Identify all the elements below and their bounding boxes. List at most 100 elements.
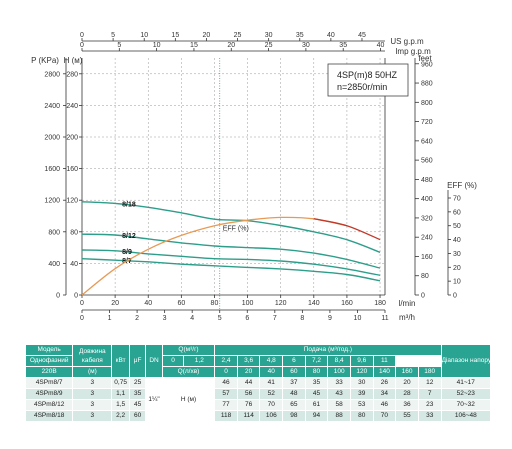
tick-label: 35 <box>339 42 347 49</box>
th-cable-unit: (м) <box>72 366 113 378</box>
cell-head: 114 <box>236 410 261 422</box>
tick-label: 9 <box>328 315 332 322</box>
right-axis-feet: feet 0 80 160 240 320 400 480 560 640 720 800 880 96… <box>384 54 433 300</box>
th-q-lmin: 40 <box>259 366 284 378</box>
th-flow: Подача (м³/год.) <box>214 344 442 356</box>
cell-head: 46 <box>214 377 238 389</box>
th-model-voltage: 220В <box>24 366 74 378</box>
cell-head: 55 <box>395 410 419 422</box>
curve-8-9 <box>81 249 381 276</box>
tick-label: 10 <box>153 42 161 49</box>
tick-label: 160 <box>341 300 353 307</box>
cell-dn: 1¼" <box>145 377 163 422</box>
cell-head: 43 <box>327 388 351 400</box>
cell-uf: 35 <box>128 388 147 400</box>
tick-label: 40 <box>144 300 152 307</box>
table-row: 4SPm8/12 3 1,5 45 77 76 70 65 61 58 53 46 36 23 70~32 <box>24 399 492 411</box>
tick-label: 4 <box>190 315 194 322</box>
cell-uf: 45 <box>128 399 147 411</box>
title-line-1: 4SP(m)8 50HZ <box>337 70 398 80</box>
tick-label: 0 <box>421 293 425 300</box>
cell-head: 44 <box>236 377 261 389</box>
cell-cable: 3 <box>72 399 113 411</box>
tick-label: 6 <box>245 315 249 322</box>
tick-label: 880 <box>421 81 433 88</box>
tick-label: 40 <box>327 32 335 39</box>
cell-head: 39 <box>349 388 374 400</box>
th-q2: Q(л/хв) <box>161 366 216 378</box>
left-axis-pressure-title: P (KPa) <box>31 56 59 65</box>
th-q-m3h: 2,4 <box>214 355 238 367</box>
tick-label: 0 <box>74 293 78 300</box>
tick-label: 480 <box>421 177 433 184</box>
cell-head: 26 <box>372 377 397 389</box>
cell-cable: 3 <box>72 377 113 389</box>
th-q-lmin: 120 <box>349 366 374 378</box>
th-model: Модель <box>24 344 74 356</box>
top-axis-us-gpm: 0 5 10 15 20 25 30 35 40 45 US g.p.m <box>80 32 424 46</box>
bottom-axis-m3h-title: m³/h <box>399 313 415 322</box>
cell-head: 48 <box>282 388 306 400</box>
cell-head: 37 <box>282 377 306 389</box>
cell-kw: 2,2 <box>111 410 130 422</box>
tick-label: 0 <box>80 315 84 322</box>
tick-label: 560 <box>421 158 433 165</box>
tick-label: 0 <box>56 293 60 300</box>
left-axis-head-title: H (м) <box>64 56 83 65</box>
cell-head: 35 <box>304 377 329 389</box>
cell-range: 52~23 <box>440 388 492 400</box>
left-axis-pressure: P (KPa) 0 400 800 1200 1600 2000 2400 2800 <box>31 56 67 300</box>
cell-model: 4SPm8/18 <box>24 410 74 422</box>
right-axis-efficiency: EFF (%) 0 10 20 30 40 50 60 70 <box>447 181 477 300</box>
tick-label: 200 <box>66 135 78 142</box>
cell-head: 98 <box>282 410 306 422</box>
cell-head: 118 <box>214 410 238 422</box>
th-q-lmin: 60 <box>282 366 306 378</box>
cell-range: 106~48 <box>440 410 492 422</box>
tick-label: 320 <box>421 215 433 222</box>
th-uf: μF <box>128 344 147 378</box>
tick-label: 5 <box>111 32 115 39</box>
top-axis-imp-title: Imp g.p.m <box>395 47 431 56</box>
cell-head: 53 <box>349 399 374 411</box>
th-q-m3h: 4,8 <box>259 355 284 367</box>
tick-label: 60 <box>177 300 185 307</box>
tick-label: 2800 <box>44 71 60 78</box>
tick-label: 2000 <box>44 135 60 142</box>
curve-8-18 <box>81 201 381 253</box>
th-q-m3h: 3,6 <box>236 355 261 367</box>
efficiency-line <box>81 216 348 296</box>
tick-label: 400 <box>421 196 433 203</box>
cell-head: 41 <box>259 377 284 389</box>
cell-head: 30 <box>349 377 374 389</box>
tick-label: 120 <box>275 300 287 307</box>
th-q-lmin: 100 <box>327 366 351 378</box>
th-model-phase: Однофазний <box>24 355 74 367</box>
tick-label: 40 <box>453 237 461 244</box>
cell-head: 61 <box>304 399 329 411</box>
tick-label: 11 <box>381 315 388 322</box>
tick-label: 15 <box>171 32 179 39</box>
cell-range: 41~17 <box>440 377 492 389</box>
bottom-axis-lmin-title: l/min <box>399 299 416 308</box>
tick-label: 160 <box>66 166 78 173</box>
tick-label: 45 <box>358 32 366 39</box>
cell-model: 4SPm8/9 <box>24 388 74 400</box>
tick-label: 800 <box>421 100 433 107</box>
left-axis-head: H (м) 0 40 80 120 160 200 240 280 <box>64 56 83 300</box>
right-axis-feet-title: feet <box>418 54 432 63</box>
tick-label: 7 <box>273 315 277 322</box>
tick-label: 2 <box>135 315 139 322</box>
tick-label: 960 <box>421 61 433 68</box>
tick-label: 60 <box>453 209 461 216</box>
tick-label: 0 <box>80 300 84 307</box>
head-curves: 8/188/128/98/7 <box>81 201 381 282</box>
pump-performance-chart: 0 5 10 15 20 25 30 35 40 45 US g.p.m 0 5 10 15 20 25 30… <box>31 32 477 322</box>
tick-label: 140 <box>308 300 320 307</box>
tick-label: 20 <box>203 32 211 39</box>
cell-head: 77 <box>214 399 238 411</box>
th-q-m3h: 11 <box>372 355 397 367</box>
tick-label: 640 <box>421 138 433 145</box>
cell-uf: 60 <box>128 410 147 422</box>
title-box: 4SP(m)8 50HZ n=2850r/min <box>327 63 409 97</box>
